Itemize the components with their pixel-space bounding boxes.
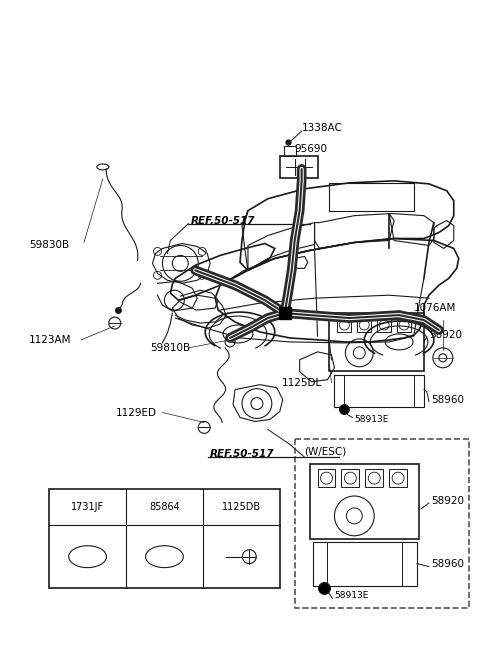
Text: 59810B: 59810B	[151, 343, 191, 353]
Text: 58913E: 58913E	[335, 591, 369, 600]
Text: 58913E: 58913E	[354, 415, 389, 424]
Text: 59830B: 59830B	[29, 240, 69, 250]
Bar	[280, 156, 318, 178]
Text: (W/ESC): (W/ESC)	[305, 446, 347, 457]
Text: 85864: 85864	[149, 502, 180, 512]
Bar	[49, 489, 280, 588]
Bar	[284, 146, 296, 156]
Bar	[312, 542, 417, 586]
Circle shape	[339, 405, 349, 415]
Bar	[329, 183, 414, 211]
Text: 1125DL: 1125DL	[282, 378, 322, 388]
Text: REF.50-517: REF.50-517	[190, 215, 255, 225]
Text: 1129ED: 1129ED	[116, 407, 157, 417]
Bar	[337, 318, 351, 332]
Text: 95690: 95690	[295, 144, 328, 154]
Bar	[357, 318, 371, 332]
Bar	[310, 464, 419, 539]
Bar	[329, 313, 424, 371]
Bar	[335, 375, 424, 407]
Bar	[377, 318, 391, 332]
Text: 1338AC: 1338AC	[301, 123, 343, 133]
Text: 1123AM: 1123AM	[29, 335, 72, 345]
Bar	[397, 318, 411, 332]
Text: 58960: 58960	[431, 394, 464, 405]
Bar	[279, 307, 291, 319]
Text: 58920: 58920	[429, 330, 462, 340]
Bar	[341, 469, 360, 487]
Text: 1076AM: 1076AM	[414, 303, 456, 313]
Bar	[389, 469, 407, 487]
Bar	[318, 469, 336, 487]
Text: 58960: 58960	[431, 559, 464, 569]
Text: 1125DB: 1125DB	[222, 502, 261, 512]
Text: 1731JF: 1731JF	[71, 502, 104, 512]
Circle shape	[319, 582, 330, 595]
Bar	[295, 440, 468, 608]
Text: 58920: 58920	[431, 496, 464, 506]
Text: REF.50-517: REF.50-517	[210, 449, 275, 459]
Bar	[365, 469, 383, 487]
